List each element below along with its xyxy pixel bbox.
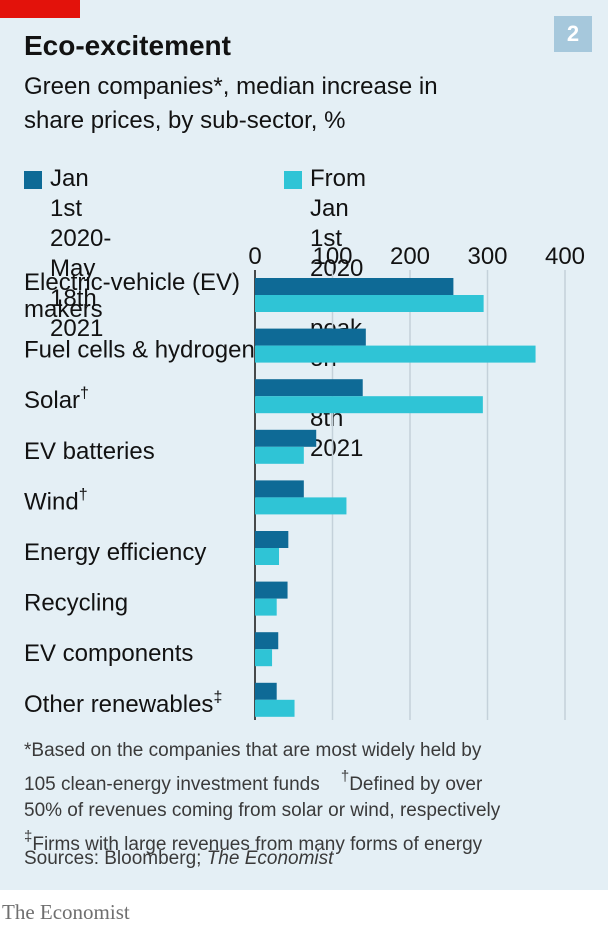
x-tick-label-300: 300 [467,243,507,270]
bar-series-2-4 [255,497,347,515]
x-tick-label-0: 0 [248,243,261,270]
source-line: Sources: Bloomberg; The Economist [24,848,333,870]
x-tick-label-200: 200 [390,243,430,270]
footnote-3: Firms with large revenues from many form… [32,834,483,855]
bar-series-2-3 [255,446,304,464]
bar-series-2-0 [255,295,484,312]
category-label-3: EV batteries [24,438,155,465]
bar-series-1-3 [255,429,317,447]
chart-subtitle: Green companies*, median increase in sha… [24,73,438,134]
footnote-3-mark: ‡ [24,828,33,845]
red-accent-bar [0,0,80,18]
footnote-2-mark: † [340,768,350,785]
x-tick-label-400: 400 [545,243,585,270]
bar-series-1-6 [255,581,288,599]
category-label-0-line-0: Electric-vehicle (EV) [24,269,240,296]
footnotes: *Based on the companies that are most wi… [24,738,584,858]
bar-series-2-5 [255,548,280,565]
bar-series-2-8 [255,699,295,717]
category-label-8: Other renewables‡ [24,689,222,718]
category-label-2: Solar† [24,385,89,414]
legend-label-series-1: Jan 1st 2020- May 18th 2021 [50,165,112,342]
bar-series-1-7 [255,632,279,650]
category-label-0-line-1: makers [24,296,103,323]
legend-swatch-series-1 [24,171,42,189]
footnote-2a: Defined by over [349,774,483,795]
footnote-2b: 50% of revenues coming from solar or win… [24,800,501,821]
bar-series-2-2 [255,396,483,414]
footnote-line-2: 105 clean-energy investment funds †Defin… [24,764,584,798]
bar-series-2-6 [255,598,277,616]
footnote-1b: 105 clean-energy investment funds [24,774,320,795]
legend-swatch-series-2 [284,171,302,189]
source-prefix: Sources: Bloomberg; [24,848,207,869]
chart-panel: Eco-excitement 2 Green companies*, media… [0,0,608,890]
source-italic: The Economist [206,848,334,869]
footnote-line-4: ‡Firms with large revenues from many for… [24,824,584,858]
category-label-5: Energy efficiency [24,539,206,566]
x-tick-label-100: 100 [312,243,352,270]
bar-series-2-1 [255,345,536,363]
chart-number-badge: 2 [554,16,592,52]
bar-series-1-1 [255,328,366,346]
bar-series-2-7 [255,649,273,667]
category-label-7: EV components [24,640,193,667]
bar-series-1-4 [255,480,304,498]
bar-series-1-8 [255,682,277,700]
category-label-4: Wind† [24,486,88,515]
bar-series-1-5 [255,531,289,548]
category-label-1: Fuel cells & hydrogen [24,337,255,364]
footnote-1a: *Based on the companies that are most wi… [24,740,482,761]
brand-logo-text: The Economist [2,900,130,924]
category-label-6: Recycling [24,590,128,617]
bar-chart: 0 100 200 300 400 Electric-vehicle (EV)makers… [24,243,585,720]
bar-series-1-0 [255,278,454,295]
chart-title: Eco-excitement [24,30,231,61]
bar-series-1-2 [255,379,363,397]
